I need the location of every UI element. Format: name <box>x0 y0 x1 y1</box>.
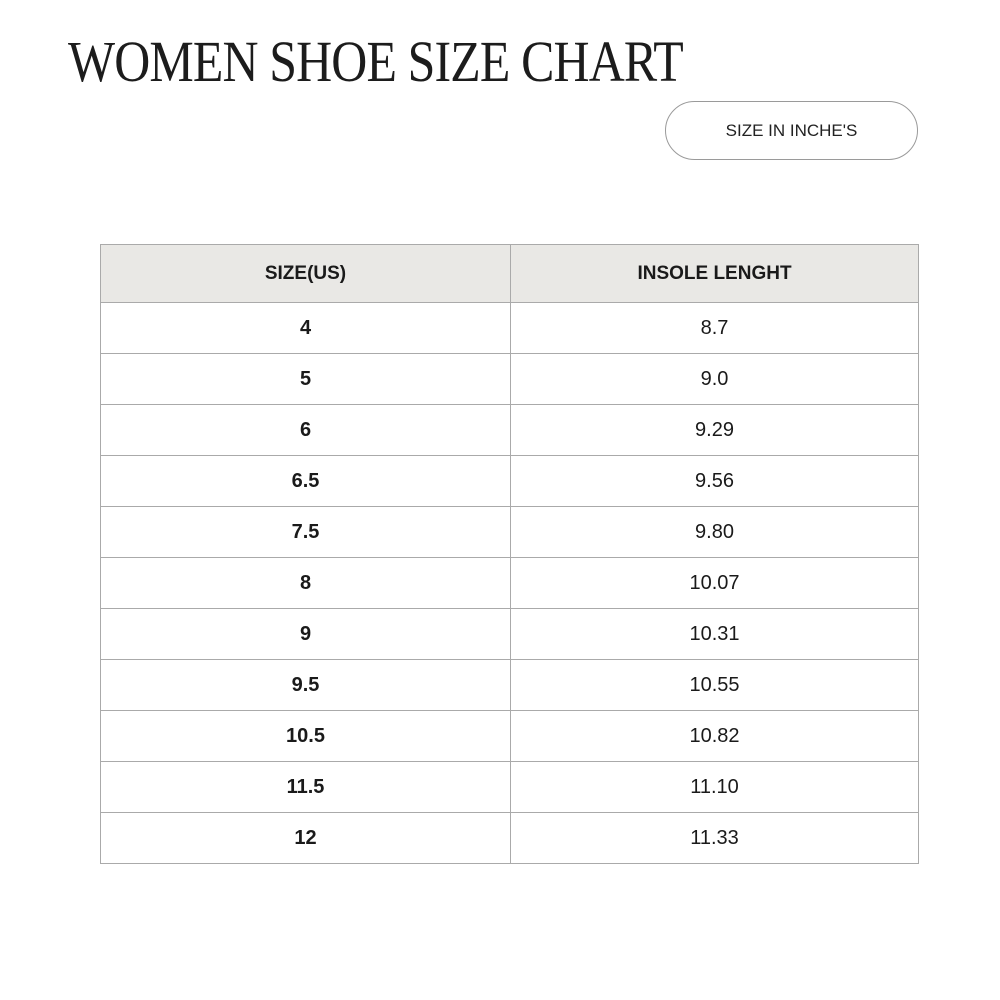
insole-length-cell: 10.55 <box>510 659 919 711</box>
header-size: SIZE(US) <box>100 244 511 303</box>
table-row: 4 8.7 <box>100 302 919 354</box>
size-table: SIZE(US) INSOLE LENGHT 4 8.7 5 9.0 6 9.29 6.5 9… <box>100 244 919 864</box>
unit-label-pill: SIZE IN INCHE'S <box>665 101 918 160</box>
table-row: 6 9.29 <box>100 404 919 456</box>
insole-length-cell: 10.07 <box>510 557 919 609</box>
table-row: 7.5 9.80 <box>100 506 919 558</box>
table-row: 9.5 10.55 <box>100 659 919 711</box>
table-row: 9 10.31 <box>100 608 919 660</box>
table-row: 10.5 10.82 <box>100 710 919 762</box>
table-header-row: SIZE(US) INSOLE LENGHT <box>100 244 919 303</box>
size-cell: 12 <box>100 812 511 864</box>
insole-length-cell: 9.29 <box>510 404 919 456</box>
insole-length-cell: 11.10 <box>510 761 919 813</box>
page-title: WOMEN SHOE SIZE CHART <box>68 29 684 94</box>
size-cell: 9.5 <box>100 659 511 711</box>
table-row: 12 11.33 <box>100 812 919 864</box>
size-cell: 7.5 <box>100 506 511 558</box>
insole-length-cell: 9.56 <box>510 455 919 507</box>
header-insole-length: INSOLE LENGHT <box>510 244 919 303</box>
table-row: 11.5 11.10 <box>100 761 919 813</box>
size-cell: 5 <box>100 353 511 405</box>
insole-length-cell: 10.82 <box>510 710 919 762</box>
size-cell: 10.5 <box>100 710 511 762</box>
size-cell: 9 <box>100 608 511 660</box>
size-cell: 8 <box>100 557 511 609</box>
insole-length-cell: 10.31 <box>510 608 919 660</box>
insole-length-cell: 8.7 <box>510 302 919 354</box>
insole-length-cell: 11.33 <box>510 812 919 864</box>
table-row: 6.5 9.56 <box>100 455 919 507</box>
insole-length-cell: 9.0 <box>510 353 919 405</box>
insole-length-cell: 9.80 <box>510 506 919 558</box>
table-row: 8 10.07 <box>100 557 919 609</box>
size-cell: 4 <box>100 302 511 354</box>
size-cell: 6 <box>100 404 511 456</box>
size-cell: 11.5 <box>100 761 511 813</box>
table-row: 5 9.0 <box>100 353 919 405</box>
size-cell: 6.5 <box>100 455 511 507</box>
